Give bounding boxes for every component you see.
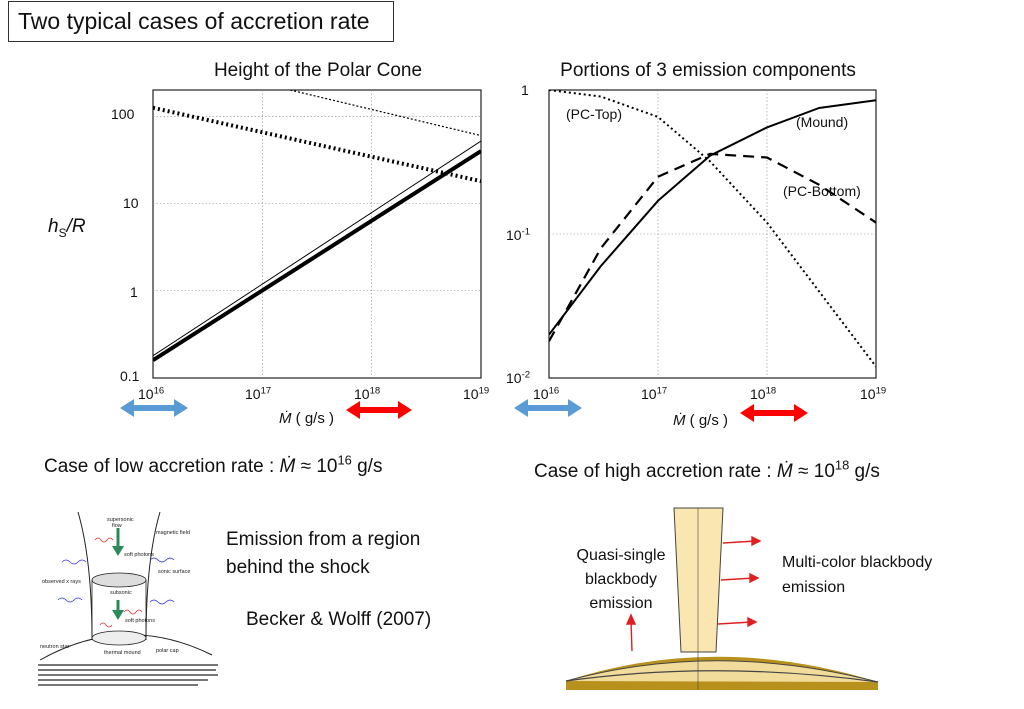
emission-arrows <box>625 535 762 652</box>
left-plot-grid <box>153 90 481 378</box>
high-range-arrow-right <box>740 404 808 422</box>
high-accretion-schematic <box>565 507 879 690</box>
left-ylabel: hS/R <box>48 216 86 240</box>
right-xtick-16: 1016 <box>533 385 560 402</box>
multi-color-label: Multi-color blackbody emission <box>782 554 933 596</box>
left-xtick-18: 1018 <box>354 385 381 402</box>
quasi-single-label: Quasi-single blackbody emission <box>576 547 666 612</box>
left-xtick-16: 1016 <box>138 385 165 402</box>
accretion-column-schematic: supersonic flow magnetic field soft phot… <box>38 511 218 686</box>
right-ytick-1: 1 <box>521 82 529 98</box>
left-plot-title: Height of the Polar Cone <box>213 60 423 81</box>
low-case-heading: Case of low accretion rate : Ṁ ≈ 1016 g/… <box>44 452 383 477</box>
svg-text:polar cap: polar cap <box>156 648 179 654</box>
low-case-description: Emission from a region behind the shock <box>226 529 421 578</box>
svg-text:supersonic: supersonic <box>107 517 134 523</box>
left-ytick-0.1: 0.1 <box>120 368 140 384</box>
right-ytick-0.1: 10-1 <box>506 226 531 243</box>
svg-text:magnetic field: magnetic field <box>156 530 190 536</box>
right-ytick-0.01: 10-2 <box>506 369 531 386</box>
slide-title: Two typical cases of accretion rate <box>8 1 394 42</box>
right-plot-series-pc-top-line <box>549 90 876 368</box>
low-range-arrow-left <box>120 399 188 417</box>
ylabel-sub: S <box>58 225 67 240</box>
left-ytick-10: 10 <box>123 195 139 211</box>
right-xtick-17: 1017 <box>641 385 668 402</box>
left-plot-series-dotted-thick-line <box>153 105 481 184</box>
left-xtick-19: 1019 <box>463 385 490 402</box>
right-xlabel: Ṁ ( g/s ) <box>673 412 729 429</box>
label-mound: (Mound) <box>796 114 849 130</box>
left-plot-series-solid-thick-line <box>153 149 481 362</box>
ylabel-tail: /R <box>66 216 86 237</box>
right-plot-grid <box>549 90 876 378</box>
left-xlabel: Ṁ ( g/s ) <box>279 410 335 427</box>
svg-text:soft photons: soft photons <box>124 552 154 558</box>
right-plot-series-pc-bottom-line <box>549 152 876 342</box>
citation: Becker & Wolff (2007) <box>246 609 432 630</box>
left-ytick-100: 100 <box>111 106 135 122</box>
svg-text:soft photons: soft photons <box>125 618 155 624</box>
right-plot-series <box>549 90 876 368</box>
left-plot-series-solid-thin-line <box>153 140 481 357</box>
right-xtick-18: 1018 <box>750 385 777 402</box>
svg-text:neutron star: neutron star <box>40 644 70 650</box>
svg-text:subsonic: subsonic <box>110 590 132 596</box>
left-plot-series <box>153 90 481 362</box>
left-plot-frame <box>152 89 482 379</box>
left-plot-series-dotted-thin-line <box>290 90 481 137</box>
label-pc-top: (PC-Top) <box>566 106 623 122</box>
ylabel-h: h <box>48 216 59 237</box>
high-range-arrow-left <box>346 401 412 419</box>
svg-text:flow: flow <box>112 523 122 529</box>
right-xtick-19: 1019 <box>860 385 887 402</box>
svg-text:sonic surface: sonic surface <box>158 569 190 575</box>
right-plot-series-mound-line <box>549 99 876 336</box>
left-xtick-17: 1017 <box>245 385 272 402</box>
svg-text:observed x rays: observed x rays <box>42 579 81 585</box>
low-range-arrow-right <box>514 399 582 417</box>
left-ytick-1: 1 <box>130 284 138 300</box>
label-pc-bottom: (PC-Bottom) <box>783 183 861 199</box>
svg-text:thermal mound: thermal mound <box>104 650 141 656</box>
right-plot-title: Portions of 3 emission components <box>560 60 856 81</box>
high-case-heading: Case of high accretion rate : Ṁ ≈ 1018 g… <box>534 457 880 482</box>
